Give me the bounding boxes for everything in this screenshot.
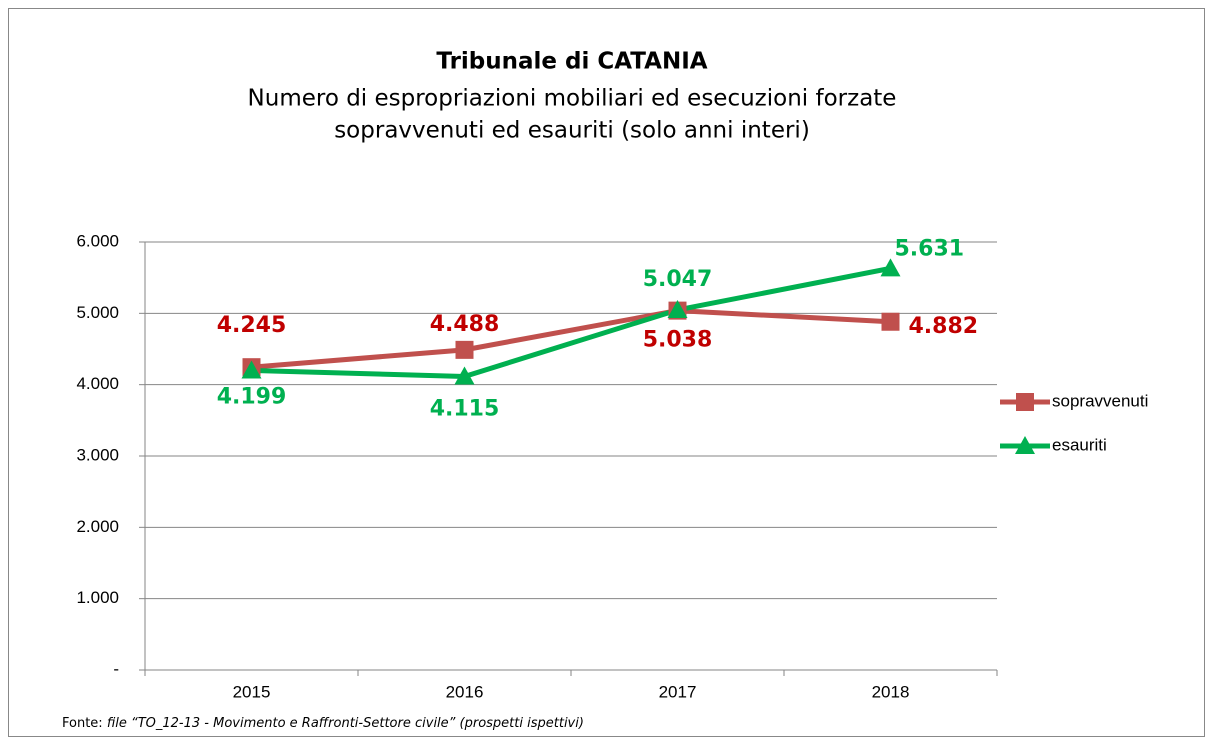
y-tick-label: - xyxy=(113,659,119,678)
source: Fonte: file “TO_12-13 - Movimento e Raff… xyxy=(62,716,584,731)
series-line xyxy=(251,265,891,379)
y-tick-label: 5.000 xyxy=(76,303,119,322)
data-label: 4.115 xyxy=(430,396,500,421)
data-label: 4.488 xyxy=(430,312,500,337)
data-point xyxy=(241,360,262,379)
source-label: Fonte: xyxy=(62,716,103,731)
data-point xyxy=(667,299,688,318)
y-tick-label: 3.000 xyxy=(76,445,119,464)
legend-marker xyxy=(1016,393,1034,411)
legend-marker xyxy=(1015,436,1035,454)
chart-subtitle: sopravvenuti ed esauriti (solo anni inte… xyxy=(334,118,810,144)
x-tick-label: 2015 xyxy=(233,682,271,701)
data-label: 4.245 xyxy=(217,313,287,338)
data-label: 5.631 xyxy=(895,236,965,261)
source-text: file “TO_12-13 - Movimento e Raffronti-S… xyxy=(107,716,584,731)
data-label: 4.882 xyxy=(909,314,979,339)
chart-title: Tribunale di CATANIA xyxy=(436,49,707,75)
y-tick-label: 6.000 xyxy=(76,231,119,250)
data-point xyxy=(880,258,901,277)
y-tick-label: 1.000 xyxy=(76,588,119,607)
data-point xyxy=(454,366,475,385)
y-tick-label: 4.000 xyxy=(76,374,119,393)
legend-label: esauriti xyxy=(1052,435,1107,454)
data-label: 4.199 xyxy=(217,384,287,409)
series-line xyxy=(251,308,891,370)
legend-label: sopravvenuti xyxy=(1052,391,1148,410)
x-tick-label: 2017 xyxy=(659,682,697,701)
data-point xyxy=(881,312,900,331)
data-label: 5.038 xyxy=(643,328,713,353)
y-tick-label: 2.000 xyxy=(76,517,119,536)
chart-border xyxy=(8,8,1205,737)
chart-subtitle: Numero di espropriazioni mobiliari ed es… xyxy=(248,86,897,112)
x-tick-label: 2018 xyxy=(872,682,910,701)
x-tick-label: 2016 xyxy=(446,682,484,701)
data-point xyxy=(455,340,474,359)
data-label: 5.047 xyxy=(643,267,713,292)
